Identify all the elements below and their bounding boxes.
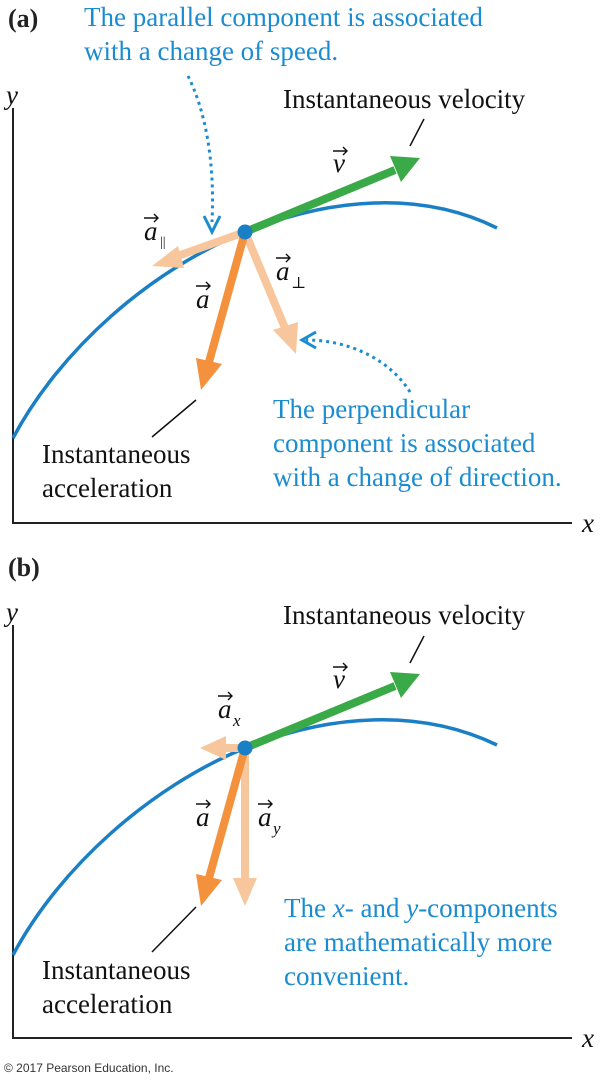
panel-b-v-overarrow	[333, 662, 348, 672]
panel-b-accel-label-line1: Instantaneous	[42, 955, 190, 985]
panel-b-velocity-shaft	[243, 682, 397, 752]
copyright-notice: © 2017 Pearson Education, Inc.	[4, 1061, 174, 1075]
panel-a-callout-arrowhead-parallel	[202, 215, 222, 236]
panel-a-acceleration-head	[196, 358, 222, 390]
panel-a-velocity-leader	[409, 118, 425, 147]
panel-b-accel-leader	[151, 906, 197, 953]
panel-a-acceleration-shaft	[205, 230, 249, 364]
panel-b: (b) y x Instantaneous velocity v a x	[3, 553, 594, 1053]
panel-b-accel-label-line2: acceleration	[42, 989, 173, 1019]
panel-a-a-perp-subscript: ⊥	[291, 275, 306, 292]
callout-components-line2: are mathematically more	[284, 927, 552, 957]
panel-a-axes	[12, 108, 572, 524]
panel-a-a-parallel-symbol: a	[144, 216, 158, 246]
panel-a: (a) The parallel component is associated…	[3, 2, 594, 538]
panel-a-velocity-label: Instantaneous velocity	[283, 84, 526, 114]
panel-b-ay-symbol: a	[258, 802, 272, 832]
callout-parallel-line1: The parallel component is associated	[84, 2, 483, 32]
panel-b-ay-subscript: y	[271, 819, 281, 838]
panel-a-accel-leader	[151, 399, 197, 438]
panel-a-a-perp-head	[273, 322, 298, 354]
panel-a-velocity-shaft	[243, 166, 397, 236]
panel-b-velocity-label: Instantaneous velocity	[283, 600, 526, 630]
panel-b-ax-symbol: a	[218, 694, 232, 724]
callout-components-prefix: The	[284, 893, 333, 923]
panel-b-velocity-leader	[409, 635, 425, 664]
panel-b-ax-head	[200, 736, 226, 760]
panel-a-callout-arrow-parallel	[186, 75, 214, 223]
panel-b-ax-subscript: x	[232, 711, 241, 730]
panel-a-a-perp-shaft	[241, 230, 289, 330]
callout-parallel-line2: with a change of speed.	[84, 36, 338, 66]
panel-b-a-overarrow	[196, 799, 211, 809]
callout-components-line1: The x- and y-components	[284, 893, 558, 923]
panel-a-accel-label-line2: acceleration	[42, 473, 173, 503]
panel-a-y-axis-label: y	[3, 80, 18, 110]
panel-b-label: (b)	[8, 553, 40, 582]
panel-a-a-parallel-shaft	[170, 228, 247, 262]
panel-b-a-symbol: a	[196, 802, 210, 832]
panel-b-acceleration-head	[196, 874, 222, 906]
panel-b-ay-overarrow	[258, 799, 273, 809]
callout-components-line3: convenient.	[284, 961, 409, 991]
panel-a-a-parallel-subscript: ||	[160, 235, 166, 250]
callout-components-x: x	[332, 893, 345, 923]
panel-a-a-parallel-overarrow	[144, 213, 159, 223]
panel-b-ax-overarrow	[218, 691, 233, 701]
panel-a-a-symbol: a	[196, 284, 210, 314]
panel-b-ay-head	[233, 878, 257, 906]
panel-b-y-axis-label: y	[3, 597, 18, 627]
panel-b-x-axis-label: x	[581, 1023, 594, 1053]
panel-a-a-parallel-head	[152, 246, 184, 268]
panel-b-position-point	[237, 740, 253, 756]
panel-a-x-axis-label: x	[581, 508, 594, 538]
callout-perp-line1: The perpendicular	[273, 394, 470, 424]
callout-perp-line3: with a change of direction.	[273, 462, 562, 492]
panel-a-v-overarrow	[333, 146, 348, 156]
panel-a-a-overarrow	[196, 281, 211, 291]
panel-a-callout-arrowhead-perp	[298, 330, 317, 350]
panel-a-callout-arrow-perp	[305, 338, 412, 393]
panel-a-a-perp-symbol: a	[276, 256, 290, 286]
panel-a-label: (a)	[8, 4, 38, 33]
panel-b-axes	[12, 625, 572, 1039]
panel-a-v-symbol: v	[333, 148, 345, 178]
panel-a-velocity-head	[390, 156, 420, 182]
callout-perp-line2: component is associated	[273, 428, 536, 458]
panel-a-accel-label-line1: Instantaneous	[42, 439, 190, 469]
callout-components-mid: - and	[345, 893, 406, 923]
callout-components-y: y	[403, 893, 418, 923]
panel-a-a-perp-overarrow	[276, 253, 291, 263]
callout-components-suffix: -components	[418, 893, 557, 923]
panel-a-position-point	[237, 224, 253, 240]
panel-b-acceleration-shaft	[205, 746, 249, 880]
panel-b-v-symbol: v	[333, 664, 345, 694]
panel-b-velocity-head	[390, 672, 420, 698]
